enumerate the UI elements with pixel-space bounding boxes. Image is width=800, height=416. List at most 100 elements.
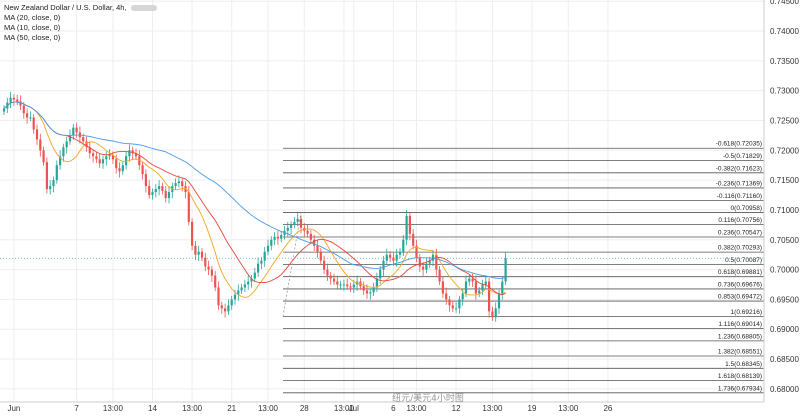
candle [375, 272, 378, 292]
candle [474, 275, 477, 300]
candle [382, 255, 385, 276]
candle [240, 283, 243, 295]
fib-level-label: 0.382(0.70293) [718, 245, 762, 252]
candle [484, 275, 487, 290]
candle [422, 261, 425, 276]
candle [214, 270, 217, 292]
candle [141, 161, 144, 180]
time-tick-label: 13:00 [406, 404, 427, 413]
candle [313, 234, 316, 252]
chart-watermark: 纽元/美元4小时图 [392, 392, 464, 404]
candle [385, 248, 388, 265]
candle [418, 254, 421, 272]
fib-level-label: -0.382(0.71623) [716, 165, 762, 172]
candle [227, 299, 230, 315]
time-tick-label: Jun [7, 404, 20, 413]
candle [458, 295, 461, 314]
fib-level-label: 0.236(0.70547) [718, 229, 762, 236]
candle [62, 143, 65, 162]
time-tick-label: 28 [300, 404, 309, 413]
candle [270, 236, 273, 251]
fib-level-label: 0.736(0.69676) [718, 281, 762, 288]
candle [280, 231, 283, 243]
candle [230, 295, 233, 310]
candle [26, 108, 29, 124]
candle [415, 239, 418, 263]
price-tick-label: 0.69500 [770, 295, 799, 304]
time-tick-label: 13:00 [334, 404, 355, 413]
candle [95, 151, 98, 163]
price-tick-label: 0.71000 [770, 206, 799, 215]
fib-level-label: 1.5(0.68345) [725, 361, 762, 368]
candle [455, 302, 458, 313]
candle [273, 232, 276, 246]
candle [253, 267, 256, 283]
candle [45, 157, 48, 194]
candle [52, 176, 55, 193]
price-tick-label: 0.70000 [770, 266, 799, 275]
ma20-line [3, 101, 506, 296]
candle [290, 221, 293, 235]
candle [88, 141, 91, 159]
candle [405, 209, 408, 246]
fib-level-label: -0.5(0.71829) [723, 153, 762, 160]
candle [191, 218, 194, 251]
candle [365, 284, 369, 299]
redacted-price [130, 5, 157, 12]
price-tick-label: 0.72000 [770, 146, 799, 155]
candle [448, 295, 451, 312]
candle [154, 184, 157, 198]
candle [39, 133, 42, 157]
candle [220, 301, 223, 314]
candle [372, 282, 375, 296]
candle [309, 230, 312, 245]
candle [504, 252, 507, 286]
candle [491, 306, 494, 321]
candle [389, 251, 392, 263]
candle [118, 162, 121, 178]
fib-level-label: 0.5(0.70087) [725, 257, 762, 264]
candle [98, 153, 101, 168]
candle [494, 302, 497, 322]
candle [379, 266, 382, 284]
ma50-line [3, 101, 506, 279]
time-tick-label: 13:00 [182, 404, 203, 413]
fib-trend-line [282, 212, 302, 317]
candlestick-series [2, 91, 507, 322]
candle [412, 229, 415, 250]
legend-ma10[interactable]: MA (10, close, 0) [4, 23, 61, 32]
candle [395, 248, 398, 267]
candle [306, 224, 309, 238]
candle [151, 188, 154, 200]
time-tick-label: 13:00 [103, 404, 124, 413]
time-tick-label: 19 [528, 404, 537, 413]
candle [296, 212, 299, 227]
candle [346, 278, 349, 290]
candle [72, 124, 75, 140]
candle [402, 234, 405, 257]
time-tick-label: 7 [74, 404, 79, 413]
candle [266, 239, 270, 256]
legend-ma50[interactable]: MA (50, close, 0) [4, 33, 61, 42]
fib-level-label: -0.116(0.71160) [717, 193, 762, 200]
candle [22, 101, 25, 119]
candle [441, 276, 444, 298]
price-axis[interactable]: 0.74500 0.74000 0.73500 0.73000 0.72500 0.720… [763, 0, 799, 402]
price-tick-label: 0.73000 [770, 87, 799, 96]
candle [260, 257, 263, 269]
legend-ma20[interactable]: MA (20, close, 0) [4, 13, 61, 22]
candle [408, 212, 411, 241]
time-tick-label: 6 [391, 404, 396, 413]
candle [425, 257, 428, 274]
candle [263, 246, 266, 267]
price-tick-label: 0.68000 [770, 385, 799, 394]
time-tick-label: 21 [227, 404, 236, 413]
price-tick-label: 0.73500 [770, 57, 799, 66]
candle [128, 144, 131, 162]
legend-symbol-title: New Zealand Dollar / U.S. Dollar, 4h, [4, 3, 157, 13]
candle [105, 151, 108, 166]
candle [49, 180, 52, 195]
candle [332, 273, 336, 286]
